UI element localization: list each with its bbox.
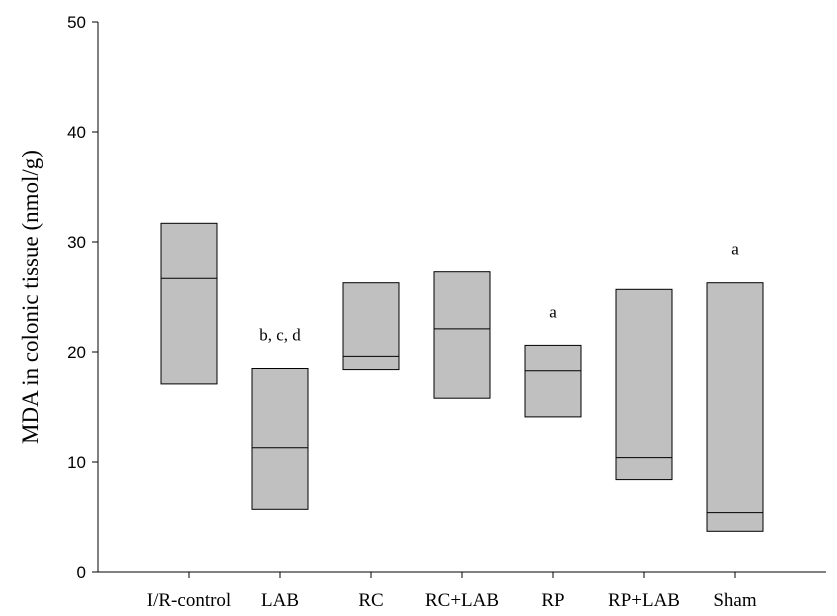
boxes-layer: b, c, d a a bbox=[160, 222, 764, 532]
box-rect bbox=[342, 282, 400, 371]
x-category-label: LAB bbox=[261, 590, 299, 611]
x-category-label: I/R-control bbox=[147, 590, 231, 611]
x-category-label: RP bbox=[541, 590, 564, 611]
significance-annotation: b, c, d bbox=[259, 326, 301, 345]
x-category-label: RC+LAB bbox=[425, 590, 499, 611]
box-rect bbox=[615, 288, 673, 481]
box-rect bbox=[706, 282, 764, 532]
box-rect bbox=[251, 368, 309, 510]
y-tick-label: 30 bbox=[67, 233, 86, 252]
y-tick-label: 10 bbox=[67, 453, 86, 472]
y-axis-title: MDA in colonic tissue (nmol/g) bbox=[18, 150, 43, 444]
box-rect bbox=[160, 222, 218, 385]
significance-annotation: a bbox=[549, 302, 557, 321]
y-tick-label: 0 bbox=[77, 563, 86, 582]
x-category-label: RP+LAB bbox=[608, 590, 680, 611]
y-ticks-layer: 0 10 20 30 40 50 bbox=[67, 13, 98, 582]
x-category-label: RC bbox=[358, 590, 383, 611]
x-category-label: Sham bbox=[713, 590, 757, 611]
box-rect bbox=[524, 344, 582, 418]
y-tick-label: 40 bbox=[67, 123, 86, 142]
y-tick-label: 50 bbox=[67, 13, 86, 32]
y-tick-label: 20 bbox=[67, 343, 86, 362]
x-ticks-layer: I/R-control LAB RC RC+LAB RP RP+LAB Sham bbox=[147, 572, 757, 611]
box-rect bbox=[433, 271, 491, 399]
significance-annotation: a bbox=[731, 240, 739, 259]
